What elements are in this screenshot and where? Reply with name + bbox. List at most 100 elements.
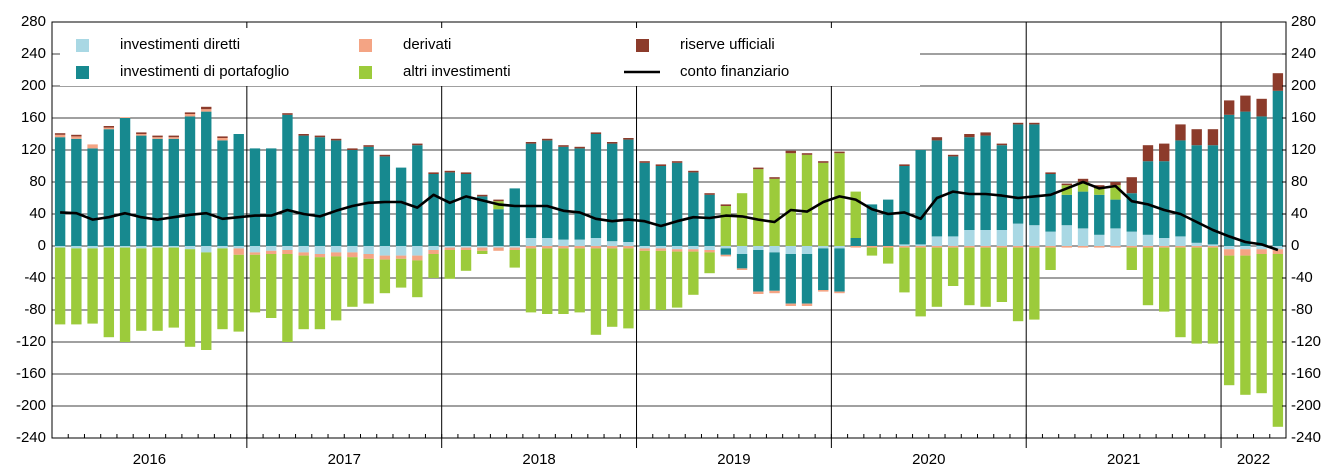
bar-segment: [509, 250, 520, 268]
bar-segment: [1142, 161, 1154, 235]
bar-segment: [980, 135, 991, 230]
legend-label: investimenti di portafoglio: [120, 63, 289, 80]
bar-segment: [1207, 247, 1219, 344]
y2-tick-label: 200: [1291, 77, 1316, 94]
bar-segment: [152, 135, 163, 138]
bar-segment: [801, 154, 813, 246]
bar-segment: [1207, 244, 1219, 246]
bar-segment: [266, 148, 277, 246]
bar-segment: [1207, 246, 1219, 248]
bar-segment: [1207, 145, 1219, 245]
bar-segment: [1012, 124, 1024, 224]
bar-segment: [444, 172, 455, 246]
bar-segment: [136, 132, 147, 134]
bar-segment: [1077, 191, 1089, 229]
bar-segment: [379, 255, 391, 260]
bar-segment: [347, 150, 358, 246]
bar-segment: [753, 246, 764, 250]
bar-segment: [1029, 122, 1040, 125]
bar-segment: [736, 246, 748, 254]
bar-segment: [1240, 111, 1251, 246]
bar-segment: [347, 246, 358, 253]
bar-segment: [720, 248, 732, 255]
line-series: [60, 180, 1279, 252]
bar-segment: [558, 146, 569, 240]
bar-segment: [509, 246, 520, 248]
y-tick-label: 40: [29, 205, 46, 222]
bar-segment: [590, 132, 602, 134]
bar-segment: [201, 252, 212, 350]
bar-segment: [623, 138, 634, 140]
bar-segment: [1175, 246, 1186, 248]
bar-segment: [1207, 129, 1219, 146]
bar-segment: [639, 248, 650, 251]
bar-segment: [931, 236, 943, 246]
bar-segment: [655, 166, 667, 246]
bar-segment: [574, 148, 585, 240]
bar-segment: [460, 246, 472, 248]
bar-segment: [931, 140, 943, 237]
bar-segment: [1191, 246, 1202, 248]
y2-tick-label: 120: [1291, 141, 1316, 158]
bar-segment: [152, 138, 163, 246]
bar-segment: [168, 246, 179, 248]
bar-segment: [590, 134, 602, 238]
legend-label: riserve ufficiali: [680, 36, 775, 53]
bar-segment: [818, 248, 829, 290]
bar-segment: [639, 162, 650, 246]
bar-segment: [217, 136, 228, 138]
y-tick-label: 120: [21, 141, 46, 158]
bar-segment: [964, 247, 975, 306]
bar-segment: [525, 238, 537, 246]
bar-segment: [899, 164, 910, 166]
bar-segment: [1110, 246, 1121, 248]
bar-segment: [542, 138, 553, 141]
bar-segment: [542, 246, 553, 249]
lines: [60, 180, 1279, 252]
legend-label: investimenti diretti: [120, 36, 240, 53]
bar-segment: [509, 247, 520, 250]
bar-segment: [769, 177, 780, 179]
bar-segment: [347, 257, 358, 307]
bar-segment: [558, 145, 569, 147]
bar-segment: [606, 241, 618, 246]
bar-segment: [704, 250, 715, 253]
bar-segment: [850, 246, 861, 248]
bar-segment: [412, 260, 423, 298]
bar-segment: [363, 246, 374, 254]
x-year-label: 2018: [522, 451, 555, 468]
bar-segment: [1077, 246, 1089, 248]
bar-segment: [460, 250, 472, 271]
bar-segment: [201, 109, 212, 112]
bar-segment: [736, 254, 748, 269]
bar-segment: [428, 172, 439, 174]
legend-swatch: [359, 39, 372, 52]
bar-segment: [330, 138, 342, 141]
bar-segment: [330, 246, 342, 253]
bar-segment: [704, 246, 715, 250]
bar-segment: [574, 239, 585, 246]
bar-segment: [964, 134, 975, 138]
x-year-label: 2019: [717, 451, 750, 468]
bar-segment: [282, 250, 293, 254]
bar-segment: [1272, 246, 1284, 250]
bar-segment: [87, 246, 98, 249]
bar-segment: [1223, 114, 1235, 246]
bar-segment: [428, 174, 439, 246]
y-tick-label: 160: [21, 109, 46, 126]
bar-segment: [233, 248, 244, 255]
bar-segment: [1142, 247, 1154, 306]
bar-segment: [688, 251, 699, 295]
legend-swatch: [636, 39, 649, 52]
bar-segment: [947, 236, 959, 246]
bar-segment: [298, 255, 309, 330]
plot-frame: [51, 21, 1287, 439]
bar-segment: [1012, 122, 1024, 125]
bar-segment: [720, 254, 732, 257]
bar-segment: [850, 191, 861, 238]
y2-tick-label: -200: [1291, 397, 1321, 414]
bar-segment: [249, 254, 261, 313]
bar-segment: [704, 193, 715, 195]
bar-segment: [477, 194, 488, 197]
